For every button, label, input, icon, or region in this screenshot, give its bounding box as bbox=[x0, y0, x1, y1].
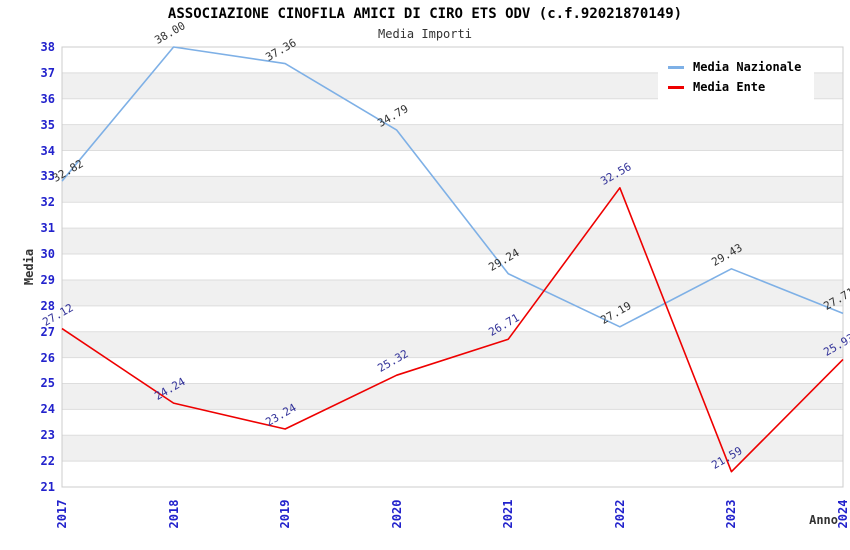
y-axis-tick-label: 36 bbox=[40, 91, 55, 106]
series-line-1 bbox=[61, 187, 844, 473]
plot-band bbox=[62, 228, 843, 255]
x-axis-tick-label: 2021 bbox=[501, 499, 516, 529]
x-axis-tick-label: 2020 bbox=[389, 499, 404, 529]
legend-item-media-ente: Media Ente bbox=[668, 80, 814, 94]
y-axis-title: Media bbox=[22, 248, 36, 286]
y-axis-tick-label: 29 bbox=[40, 272, 55, 287]
plot-band bbox=[62, 124, 843, 151]
x-axis-tick-label: 2019 bbox=[278, 499, 293, 529]
x-axis-tick-label: 2024 bbox=[836, 499, 850, 529]
plot-band bbox=[62, 357, 843, 384]
legend: Media Nazionale Media Ente bbox=[658, 50, 814, 104]
y-axis-tick-label: 24 bbox=[40, 402, 55, 417]
y-axis-tick-label: 28 bbox=[40, 298, 55, 313]
x-axis-title: Anno bbox=[809, 513, 838, 527]
legend-swatch-red bbox=[668, 85, 684, 89]
plot-band bbox=[62, 461, 843, 487]
y-axis-tick-label: 31 bbox=[40, 221, 55, 236]
chart-title: ASSOCIAZIONE CINOFILA AMICI DI CIRO ETS … bbox=[167, 6, 683, 22]
y-axis-tick-label: 37 bbox=[40, 65, 55, 80]
y-axis-tick-label: 34 bbox=[40, 143, 55, 158]
y-axis-tick-label: 30 bbox=[40, 247, 55, 262]
plot-band bbox=[62, 254, 843, 280]
y-axis-tick-label: 27 bbox=[40, 324, 55, 339]
plot-band bbox=[62, 176, 843, 203]
legend-label: Media Nazionale bbox=[693, 60, 802, 74]
x-axis-tick-label: 2017 bbox=[55, 499, 69, 529]
series-line-0 bbox=[61, 46, 844, 328]
plot-band bbox=[62, 331, 843, 358]
x-axis-tick-label: 2023 bbox=[724, 499, 739, 529]
chart-subtitle: Media Importi bbox=[378, 27, 472, 41]
plot-band bbox=[62, 150, 843, 177]
y-axis-tick-label: 21 bbox=[40, 480, 55, 494]
plot-band bbox=[62, 435, 843, 462]
plot-band bbox=[62, 383, 843, 410]
legend-label: Media Ente bbox=[693, 80, 766, 94]
plot-border bbox=[61, 46, 844, 488]
y-axis-tick-label: 22 bbox=[40, 454, 55, 469]
plot-band bbox=[62, 305, 843, 332]
legend-swatch-blue bbox=[668, 65, 684, 69]
y-axis-tick-label: 26 bbox=[40, 350, 55, 365]
x-axis-tick-label: 2022 bbox=[612, 499, 627, 529]
legend-item-media-nazionale: Media Nazionale bbox=[668, 60, 814, 74]
y-axis-tick-label: 35 bbox=[40, 117, 55, 132]
plot-band bbox=[62, 409, 843, 436]
y-axis-tick-label: 33 bbox=[40, 169, 55, 184]
y-axis-tick-label: 25 bbox=[40, 376, 55, 391]
plot-band bbox=[62, 202, 843, 229]
y-axis-tick-label: 23 bbox=[40, 428, 55, 443]
plot-band bbox=[62, 279, 843, 306]
x-axis-tick-label: 2018 bbox=[166, 499, 181, 529]
y-axis-tick-label: 32 bbox=[40, 195, 55, 210]
y-axis-tick-label: 38 bbox=[40, 40, 55, 54]
